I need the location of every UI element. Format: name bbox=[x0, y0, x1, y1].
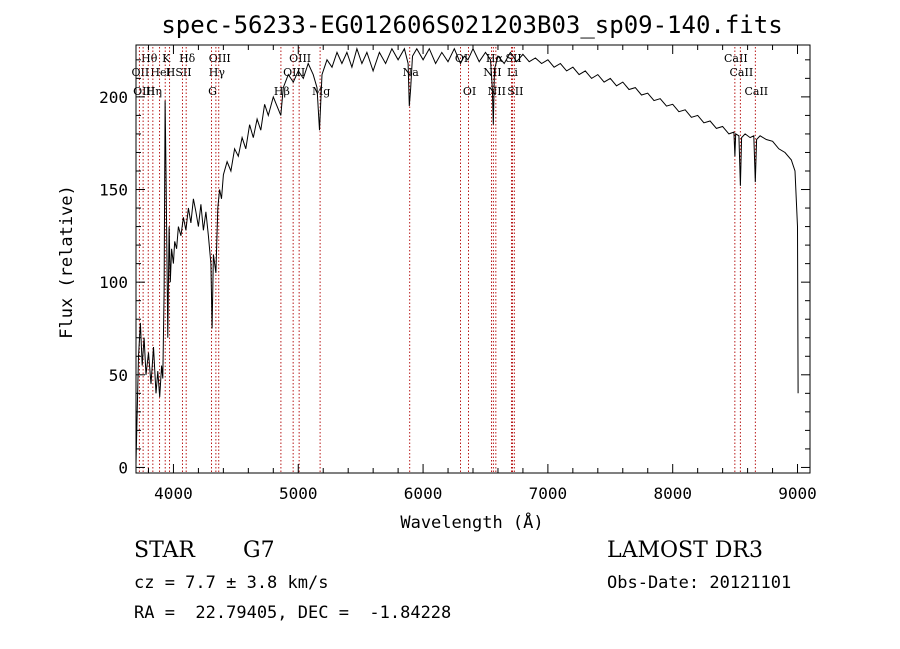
y-axis-label: Flux (relative) bbox=[57, 185, 77, 339]
line-marker-label: OIII bbox=[209, 52, 231, 65]
y-tick-label: 150 bbox=[99, 181, 128, 200]
line-marker-label: H bbox=[166, 66, 176, 79]
line-marker-label: K bbox=[162, 52, 171, 65]
observation-date: Obs-Date: 20121101 bbox=[607, 573, 792, 593]
line-marker-label: NII bbox=[488, 85, 506, 98]
line-marker-label: Na bbox=[403, 66, 420, 79]
spectrum-series-line bbox=[135, 46, 799, 464]
line-marker-label: SII bbox=[505, 52, 521, 65]
line-marker-label: Hη bbox=[146, 85, 162, 98]
line-marker-label: CaII bbox=[730, 66, 754, 79]
y-tick-label: 50 bbox=[109, 366, 128, 385]
y-tick-label: 0 bbox=[118, 458, 128, 477]
survey-name: LAMOST DR3 bbox=[607, 538, 763, 563]
x-tick-label: 4000 bbox=[154, 484, 193, 503]
x-axis-ticks: 4000 5000 6000 7000 8000 9000 bbox=[147, 45, 817, 503]
redshift-velocity: cz = 7.7 ± 3.8 km/s bbox=[134, 573, 329, 593]
y-axis-ticks: 0 50 100 150 200 bbox=[99, 59, 810, 477]
line-marker-label: Hβ bbox=[274, 85, 290, 98]
sky-coordinates: RA = 22.79405, DEC = -1.84228 bbox=[134, 603, 452, 623]
line-marker-label: SII bbox=[507, 85, 523, 98]
line-marker-label: OIII bbox=[289, 52, 311, 65]
object-class: STAR bbox=[134, 538, 195, 563]
line-marker-label: Li bbox=[507, 66, 518, 79]
chart-title: spec-56233-EG012606S021203B03_sp09-140.f… bbox=[161, 11, 782, 39]
x-tick-label: 5000 bbox=[279, 484, 318, 503]
line-marker-label: OII bbox=[132, 66, 150, 79]
line-marker-label: Hγ bbox=[209, 66, 226, 79]
line-marker-label: OI bbox=[455, 52, 468, 65]
line-marker-label: OIII bbox=[133, 85, 155, 98]
object-subclass: G7 bbox=[243, 538, 275, 563]
y-tick-label: 200 bbox=[99, 88, 128, 107]
x-tick-label: 8000 bbox=[653, 484, 692, 503]
y-tick-label: 100 bbox=[99, 273, 128, 292]
x-tick-label: 7000 bbox=[529, 484, 568, 503]
x-tick-label: 9000 bbox=[778, 484, 817, 503]
line-marker-label: Hα bbox=[486, 52, 504, 65]
line-marker-label: NII bbox=[483, 66, 501, 79]
line-marker-label: Hδ bbox=[179, 52, 196, 65]
x-tick-label: 6000 bbox=[404, 484, 443, 503]
x-axis-label: Wavelength (Å) bbox=[400, 511, 543, 533]
line-marker-label: HeI bbox=[150, 66, 170, 79]
line-marker-label: G bbox=[208, 85, 217, 98]
plot-frame bbox=[135, 44, 811, 474]
line-marker-label: Hθ bbox=[141, 52, 158, 65]
line-marker-label: CaII bbox=[744, 85, 768, 98]
line-marker-label: CaII bbox=[724, 52, 748, 65]
line-marker-label: SII bbox=[175, 66, 191, 79]
line-marker-label: OI bbox=[463, 85, 476, 98]
